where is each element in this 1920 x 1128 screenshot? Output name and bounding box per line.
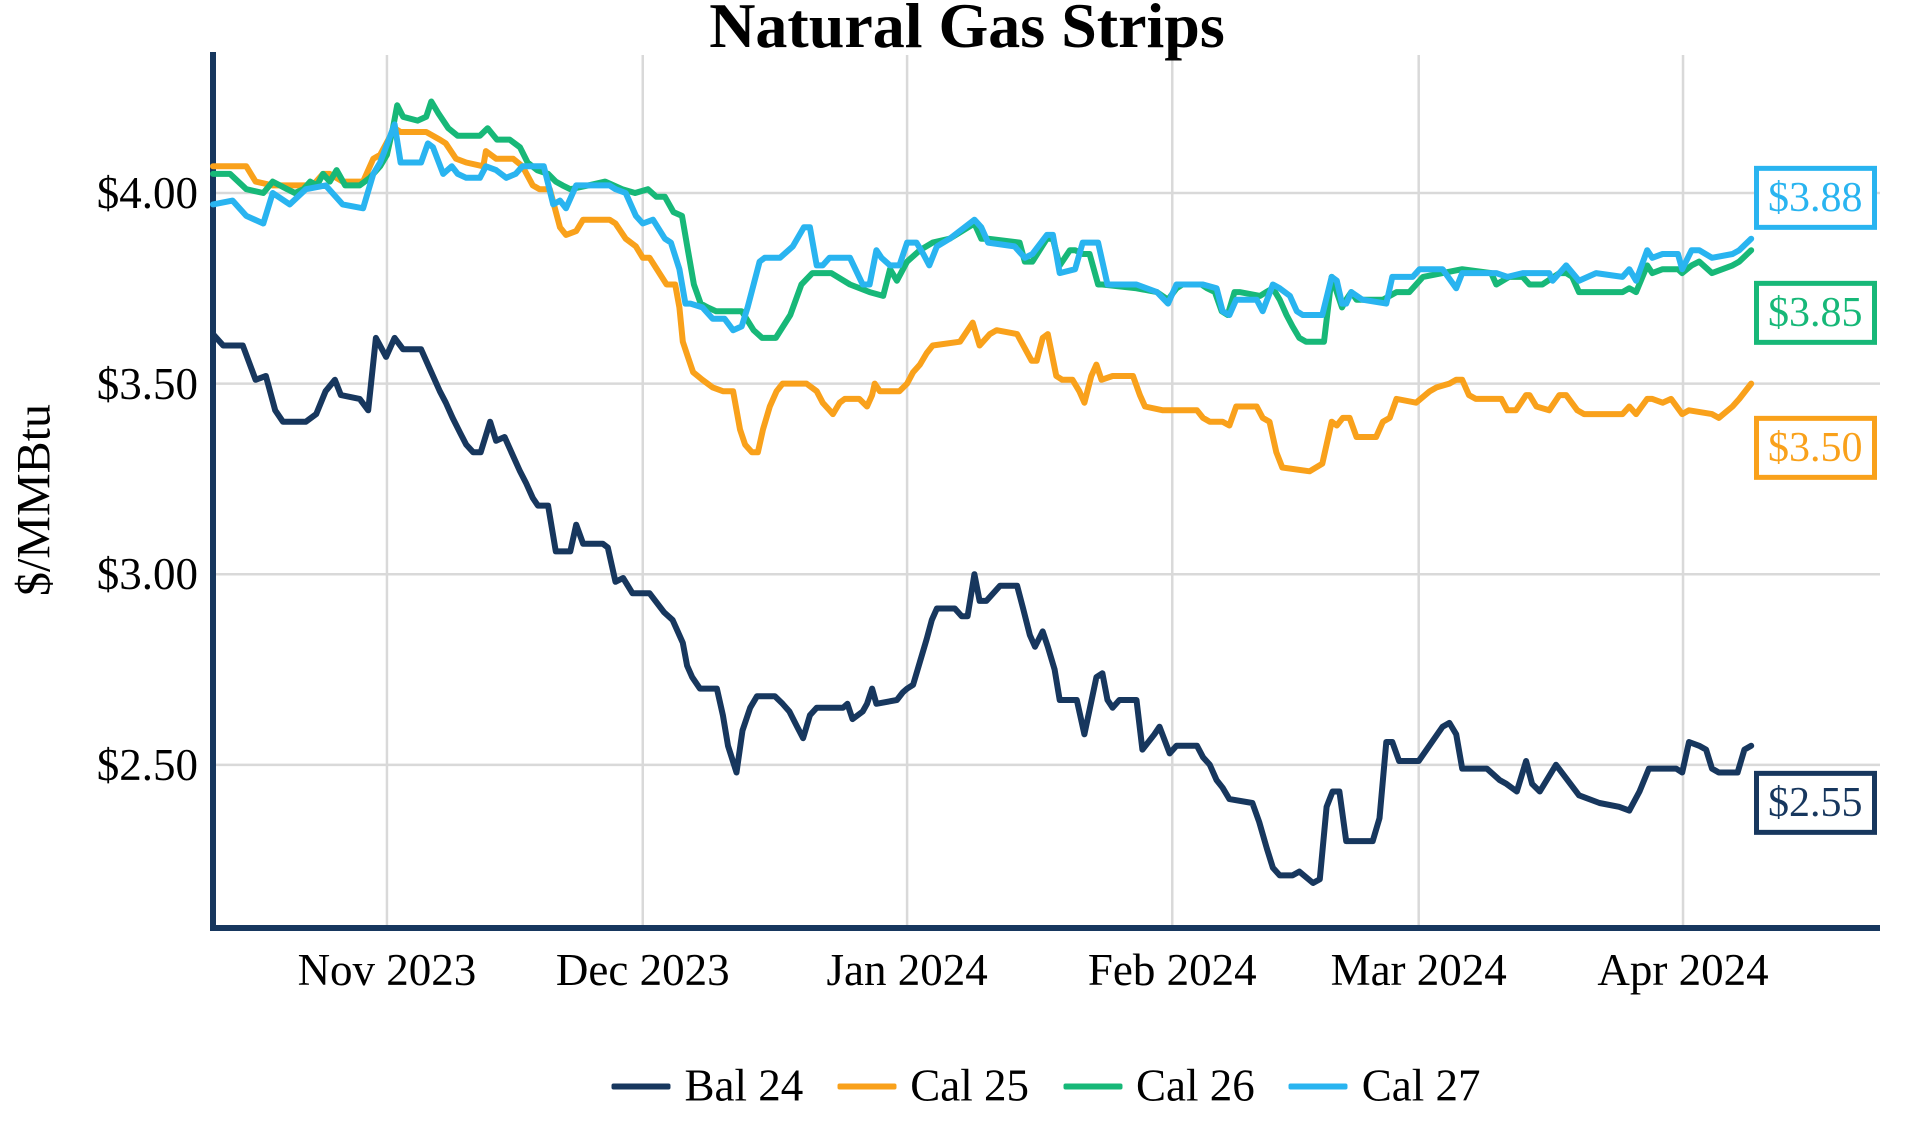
legend-label: Bal 24	[684, 1060, 804, 1111]
legend-item-cal-25: Cal 25	[837, 1060, 1029, 1111]
chart-title: Natural Gas Strips	[709, 0, 1225, 61]
end-label-cal-27: $3.88	[1754, 165, 1877, 231]
end-label-bal-24: $2.55	[1754, 770, 1877, 836]
x-tick-label: Feb 2024	[1087, 945, 1257, 995]
legend-swatch-icon	[611, 1083, 671, 1089]
chart-legend: Bal 24 Cal 25 Cal 26 Cal 27	[611, 1060, 1481, 1111]
legend-swatch-icon	[1063, 1083, 1122, 1089]
y-tick-label: $3.50	[96, 358, 198, 409]
legend-label: Cal 25	[910, 1060, 1029, 1111]
x-tick-label: Nov 2023	[297, 945, 477, 995]
end-label-cal-25: $3.50	[1754, 415, 1877, 481]
legend-label: Cal 27	[1361, 1060, 1481, 1111]
x-tick-label: Jan 2024	[826, 945, 988, 995]
legend-label: Cal 26	[1136, 1060, 1255, 1111]
end-label-cal-26: $3.85	[1754, 280, 1877, 346]
legend-item-bal-24: Bal 24	[611, 1060, 804, 1111]
legend-swatch-icon	[837, 1083, 897, 1089]
series-line-bal-24	[210, 331, 1755, 886]
x-tick-label: Dec 2023	[555, 945, 730, 995]
y-tick-label: $4.00	[96, 168, 198, 218]
series-line-cal-25	[210, 125, 1755, 475]
y-tick-label: $3.00	[96, 549, 198, 600]
legend-swatch-icon	[1288, 1083, 1348, 1089]
series-line-cal-26	[210, 98, 1755, 345]
x-tick-label: Mar 2024	[1330, 945, 1507, 995]
series-line-cal-27	[210, 121, 1755, 334]
legend-item-cal-27: Cal 27	[1288, 1060, 1481, 1111]
y-tick-label: $2.50	[96, 739, 198, 790]
legend-item-cal-26: Cal 26	[1063, 1060, 1255, 1111]
x-tick-label: Apr 2024	[1597, 945, 1769, 995]
